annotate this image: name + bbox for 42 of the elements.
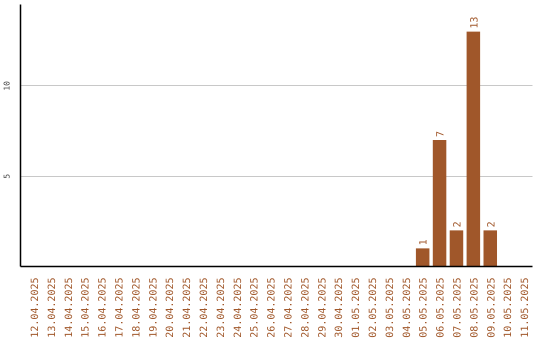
x-tick-label: 29.04.2025 <box>317 277 328 338</box>
y-tick-label: 10 <box>2 80 12 91</box>
x-tick-label: 07.05.2025 <box>452 277 464 338</box>
x-tick-label: 01.05.2025 <box>351 277 362 338</box>
x-tick-label: 27.04.2025 <box>283 277 294 338</box>
bar <box>432 140 446 266</box>
data-label: 13 <box>469 16 480 29</box>
x-tick-label: 21.04.2025 <box>182 277 194 338</box>
x-tick-label: 28.04.2025 <box>300 277 312 338</box>
x-tick-label: 13.04.2025 <box>46 277 58 338</box>
x-tick-label: 30.04.2025 <box>334 277 346 338</box>
x-tick-label: 26.04.2025 <box>266 277 278 338</box>
x-tick-label: 10.05.2025 <box>503 277 514 338</box>
bar <box>416 248 430 266</box>
data-label: 1 <box>418 239 430 246</box>
x-tick-label: 24.04.2025 <box>232 277 244 338</box>
x-tick-label: 15.04.2025 <box>80 277 92 338</box>
x-tick-label: 03.05.2025 <box>384 277 396 338</box>
bar <box>450 230 464 266</box>
x-tick-label: 18.04.2025 <box>131 277 142 338</box>
data-label: 2 <box>486 221 498 228</box>
x-tick-label: 08.05.2025 <box>469 277 480 338</box>
x-tick-label: 17.04.2025 <box>114 277 126 338</box>
x-tick-label: 05.05.2025 <box>418 277 430 338</box>
x-tick-label: 22.04.2025 <box>198 277 210 338</box>
x-tick-label: 23.04.2025 <box>216 277 227 338</box>
x-tick-label: 14.04.2025 <box>64 277 75 338</box>
y-tick-label: 5 <box>2 174 12 179</box>
x-tick-label: 19.04.2025 <box>148 277 160 338</box>
x-tick-label: 12.04.2025 <box>30 277 42 338</box>
x-tick-label: 02.05.2025 <box>368 277 379 338</box>
x-tick-label: 11.05.2025 <box>520 277 532 338</box>
x-tick-label: 09.05.2025 <box>486 277 498 338</box>
bar <box>466 32 480 266</box>
bar <box>483 230 498 266</box>
x-tick-label: 04.05.2025 <box>402 277 413 338</box>
x-tick-label: 20.04.2025 <box>165 277 176 338</box>
data-label: 7 <box>436 130 447 138</box>
x-tick-label: 25.04.2025 <box>250 277 261 338</box>
data-label: 2 <box>452 221 464 228</box>
x-tick-label: 16.04.2025 <box>98 277 109 338</box>
x-tick-label: 06.05.2025 <box>436 277 447 338</box>
